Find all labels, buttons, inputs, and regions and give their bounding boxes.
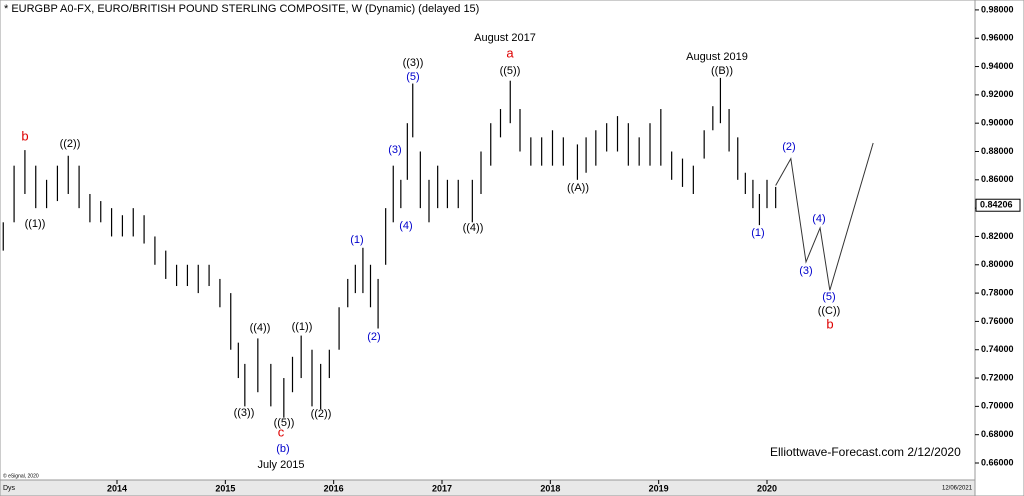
y-tick-label: 0.86000 (981, 174, 1014, 184)
wave-label: (1) (350, 234, 363, 246)
y-tick-label: 0.68000 (981, 429, 1014, 439)
wave-label: ((5)) (274, 417, 295, 429)
x-axis-panel (0, 479, 976, 496)
wave-label: (3) (799, 265, 812, 277)
wave-label: a (506, 45, 514, 60)
wave-label: (5) (822, 291, 835, 303)
y-tick-label: 0.82000 (981, 231, 1014, 241)
wave-label: ((B)) (711, 65, 733, 77)
footer: Elliottwave-Forecast.com 2/12/2020 (770, 445, 961, 459)
x-tick-label: 2019 (649, 483, 669, 493)
y-tick-label: 0.78000 (981, 287, 1014, 297)
y-tick-label: 0.66000 (981, 457, 1014, 467)
wave-label: (1) (751, 227, 764, 239)
wave-label: ((4)) (463, 222, 484, 234)
wave-label: ((2)) (311, 408, 332, 420)
wave-label: ((C)) (818, 305, 841, 317)
date-stamp: 12/06/2021 (942, 486, 973, 492)
y-axis-panel (974, 0, 1024, 496)
plot-area (0, 0, 976, 481)
y-tick-label: 0.96000 (981, 33, 1014, 43)
wave-label: (b) (276, 443, 289, 455)
wave-label: ((1)) (292, 321, 313, 333)
x-tick-label: 2016 (324, 483, 344, 493)
period: Dys (3, 485, 16, 492)
wave-label: ((A)) (567, 182, 589, 194)
y-tick-label: 0.76000 (981, 316, 1014, 326)
y-tick-label: 0.74000 (981, 344, 1014, 354)
y-tick-label: 0.72000 (981, 372, 1014, 382)
wave-label: ((1)) (25, 218, 46, 230)
y-tick-label: 0.92000 (981, 89, 1014, 99)
wave-label: c (278, 424, 285, 439)
wave-label: (2) (367, 331, 380, 343)
wave-label: (3) (388, 144, 401, 156)
copyright: © eSignal, 2020 (3, 472, 39, 479)
wave-label: ((3)) (403, 57, 424, 69)
projection-line (775, 142, 874, 291)
x-tick-label: 2015 (215, 483, 235, 493)
wave-label: August 2017 (474, 32, 536, 44)
y-tick-label: 0.80000 (981, 259, 1014, 269)
last-price-marker (975, 198, 1021, 212)
wave-label: (4) (812, 213, 825, 225)
wave-label: August 2019 (686, 51, 748, 63)
chart-title: * EURGBP A0-FX, EURO/BRITISH POUND STERL… (4, 3, 479, 15)
wave-label: (4) (399, 220, 412, 232)
x-tick-label: 2020 (757, 483, 777, 493)
wave-label: b (826, 316, 833, 331)
y-tick-label: 0.88000 (981, 146, 1014, 156)
x-tick-label: 2014 (107, 483, 127, 493)
wave-label: ((3)) (234, 407, 255, 419)
last-price-label: 0.84206 (980, 200, 1013, 210)
wave-label: July 2015 (257, 459, 304, 471)
wave-label: ((5)) (500, 65, 521, 77)
y-tick-label: 0.98000 (981, 4, 1014, 14)
x-tick-label: 2017 (432, 483, 452, 493)
wave-label: (5) (406, 71, 419, 83)
y-tick-label: 0.70000 (981, 401, 1014, 411)
wave-label: ((2)) (60, 138, 81, 150)
y-tick-label: 0.90000 (981, 118, 1014, 128)
y-tick-label: 0.94000 (981, 61, 1014, 71)
x-tick-label: 2018 (540, 483, 560, 493)
wave-label: b (21, 128, 28, 143)
wave-label: (2) (782, 141, 795, 153)
wave-label: ((4)) (250, 322, 271, 334)
